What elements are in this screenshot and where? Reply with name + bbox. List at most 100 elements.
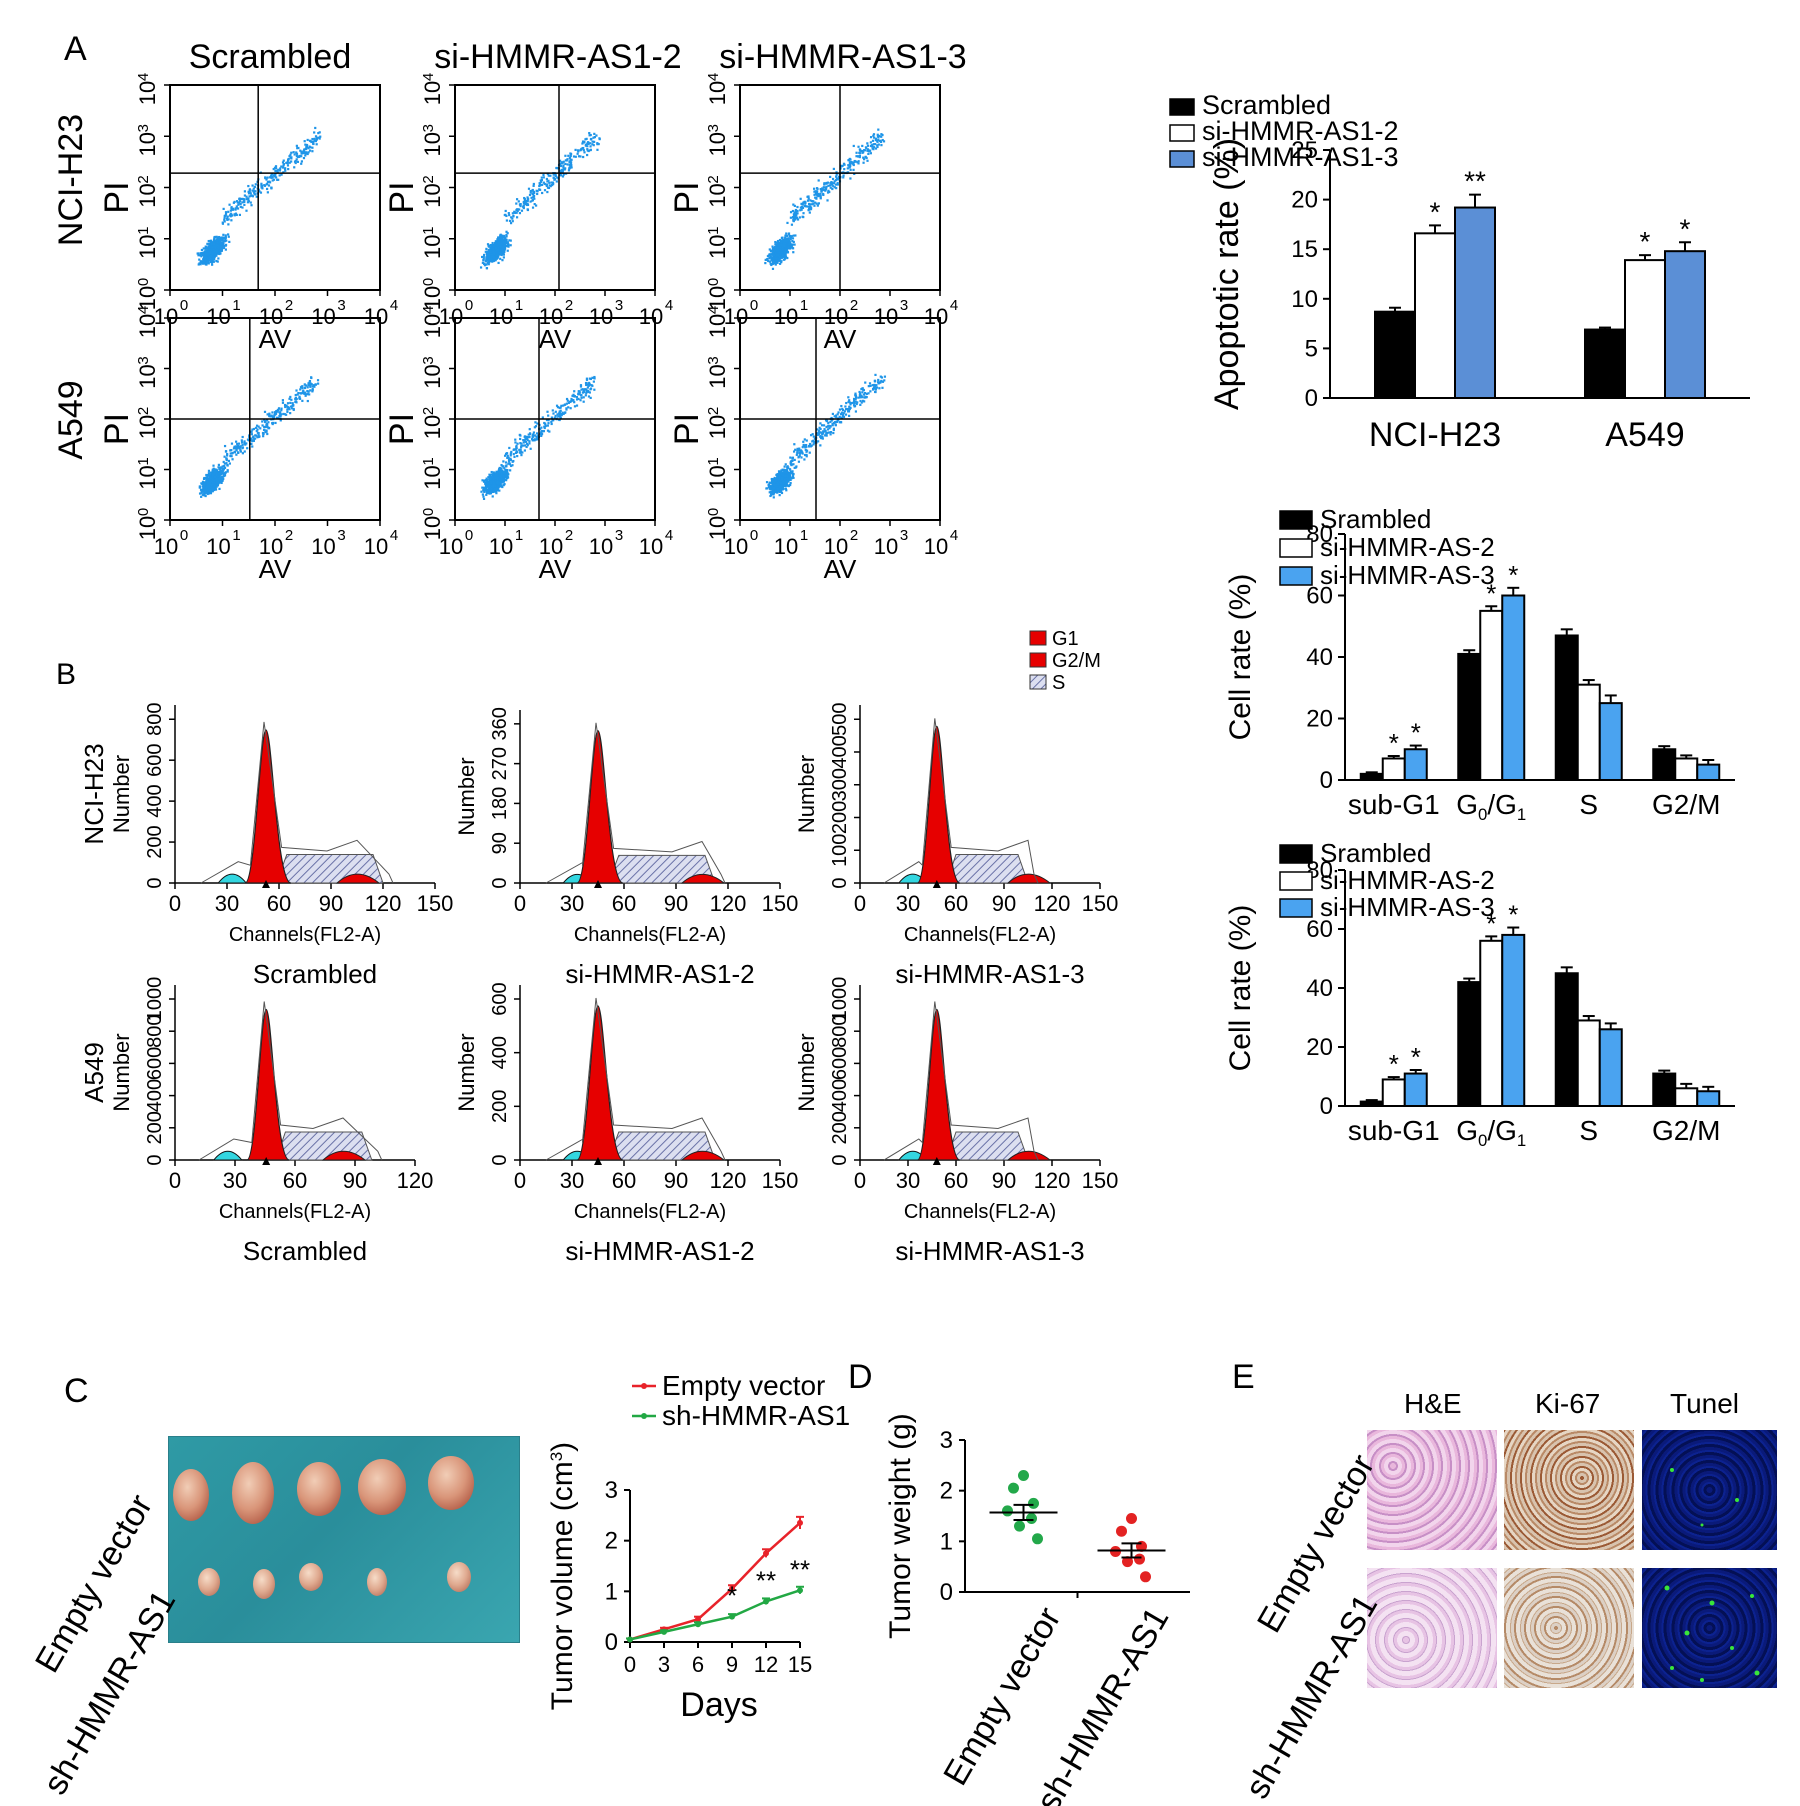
flow-event-dot: [878, 143, 880, 145]
flow-y-tick-label: 10: [135, 235, 160, 259]
flow-event-dot: [268, 413, 270, 415]
flow-event-dot: [480, 491, 482, 493]
flow-event-dot: [582, 156, 584, 158]
flow-event-dot: [810, 208, 812, 210]
flow-y-tick-exponent: 0: [705, 278, 722, 286]
flow-x-tick-exponent: 0: [465, 297, 473, 314]
flow-event-dot: [223, 456, 225, 458]
flow-event-dot: [232, 452, 234, 454]
flow-event-dot: [795, 211, 797, 213]
flow-event-dot: [208, 470, 210, 472]
flow-event-dot: [287, 402, 289, 404]
flow-event-dot: [197, 254, 199, 256]
flow-event-dot: [274, 174, 276, 176]
flow-event-dot: [253, 438, 255, 440]
flow-event-dot: [485, 489, 487, 491]
flow-event-dot: [778, 245, 780, 247]
flow-event-dot: [515, 202, 517, 204]
flow-event-dot: [290, 399, 292, 401]
flow-event-dot: [527, 198, 529, 200]
flow-event-dot: [282, 399, 284, 401]
flow-event-dot: [522, 439, 524, 441]
flow-event-dot: [542, 416, 544, 418]
flow-event-dot: [589, 391, 591, 393]
flow-event-dot: [200, 260, 202, 262]
flow-event-dot: [564, 411, 566, 413]
flow-event-dot: [515, 448, 517, 450]
flow-event-dot: [793, 235, 795, 237]
flow-event-dot: [543, 422, 545, 424]
flow-event-dot: [311, 390, 313, 392]
flow-x-tick-exponent: 4: [665, 297, 673, 314]
flow-event-dot: [264, 421, 266, 423]
flow-event-dot: [839, 416, 841, 418]
flow-y-tick-exponent: 2: [420, 407, 437, 415]
flow-event-dot: [832, 413, 834, 415]
flow-y-tick-label: 10: [420, 516, 445, 540]
flow-event-dot: [295, 151, 297, 153]
flow-x-axis-label: AV: [259, 554, 292, 584]
flow-event-dot: [209, 478, 211, 480]
flow-event-dot: [264, 411, 266, 413]
flow-event-dot: [250, 204, 252, 206]
flow-group-title: si-HMMR-AS1-2: [434, 38, 681, 76]
flow-event-dot: [214, 476, 216, 478]
flow-event-dot: [585, 389, 587, 391]
flow-event-dot: [226, 454, 228, 456]
flow-event-dot: [224, 445, 226, 447]
flow-event-dot: [826, 199, 828, 201]
flow-event-dot: [237, 207, 239, 209]
flow-event-dot: [516, 198, 518, 200]
flow-event-dot: [850, 169, 852, 171]
flow-y-tick-exponent: 0: [135, 508, 152, 516]
flow-event-dot: [223, 237, 225, 239]
flow-event-dot: [532, 193, 534, 195]
flow-event-dot: [577, 150, 579, 152]
flow-event-dot: [530, 448, 532, 450]
flow-group-title: Scrambled: [189, 38, 352, 76]
flow-event-dot: [789, 241, 791, 243]
flow-event-dot: [235, 207, 237, 209]
flow-event-dot: [807, 195, 809, 197]
flow-event-dot: [319, 136, 321, 138]
flow-event-dot: [542, 174, 544, 176]
flow-event-dot: [258, 434, 260, 436]
flow-event-dot: [303, 148, 305, 150]
flow-event-dot: [520, 443, 522, 445]
flow-event-dot: [505, 210, 507, 212]
flow-event-dot: [558, 412, 560, 414]
flow-event-dot: [488, 258, 490, 260]
flow-event-dot: [225, 462, 227, 464]
flow-event-dot: [829, 176, 831, 178]
flow-event-dot: [580, 148, 582, 150]
flow-event-dot: [823, 189, 825, 191]
flow-x-tick-exponent: 4: [665, 527, 673, 544]
flow-event-dot: [775, 250, 777, 252]
flow-event-dot: [249, 188, 251, 190]
flow-event-dot: [859, 404, 861, 406]
flow-event-dot: [801, 206, 803, 208]
flow-event-dot: [297, 393, 299, 395]
flow-event-dot: [291, 407, 293, 409]
flow-event-dot: [787, 251, 789, 253]
flow-x-tick-exponent: 0: [465, 527, 473, 544]
flow-event-dot: [801, 209, 803, 211]
flow-y-tick-label: 10: [705, 132, 730, 156]
flow-x-tick-label: 10: [589, 534, 613, 559]
flow-event-dot: [307, 400, 309, 402]
flow-event-dot: [290, 152, 292, 154]
flow-event-dot: [272, 423, 274, 425]
flow-event-dot: [787, 247, 789, 249]
flow-event-dot: [254, 434, 256, 436]
flow-event-dot: [495, 471, 497, 473]
flow-event-dot: [855, 160, 857, 162]
flow-event-dot: [528, 436, 530, 438]
flow-event-dot: [234, 451, 236, 453]
flow-plot-frame: [455, 85, 655, 290]
flow-event-dot: [505, 461, 507, 463]
flow-event-dot: [225, 244, 227, 246]
flow-event-dot: [779, 249, 781, 251]
flow-event-dot: [798, 461, 800, 463]
flow-event-dot: [309, 380, 311, 382]
flow-event-dot: [526, 200, 528, 202]
